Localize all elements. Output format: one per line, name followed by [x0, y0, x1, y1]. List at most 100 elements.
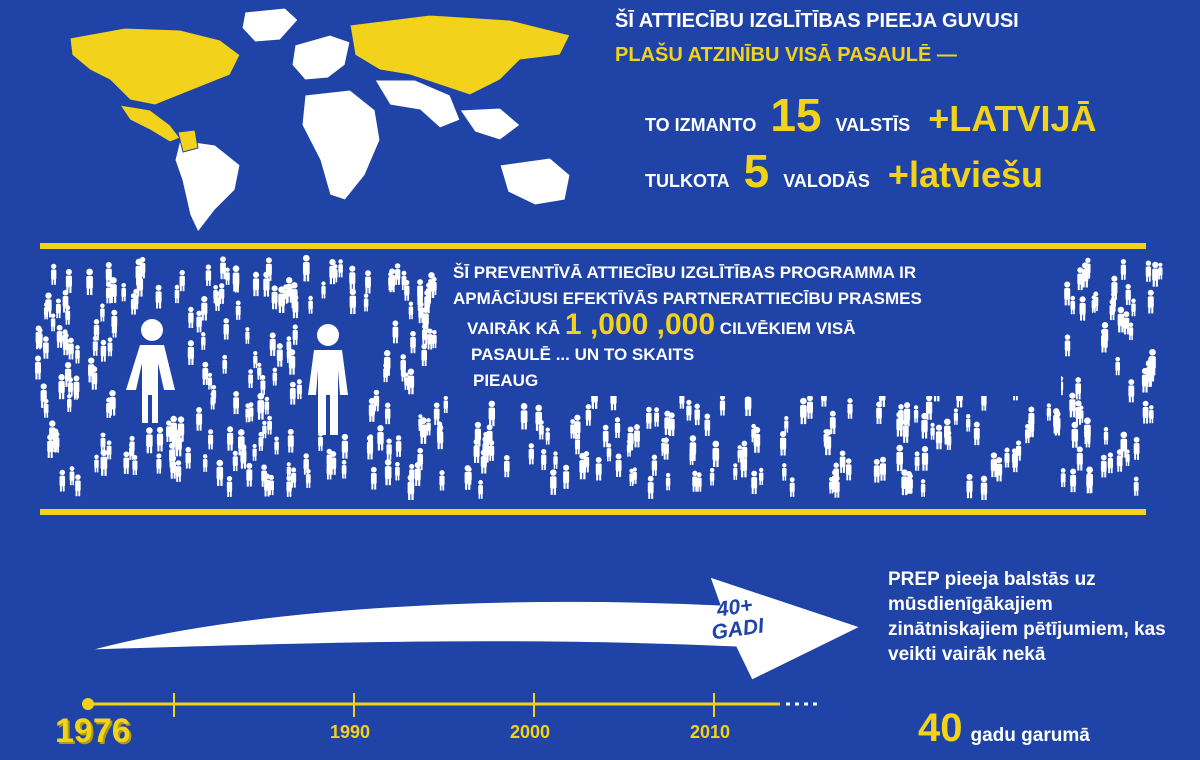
small-person-icon — [201, 295, 208, 321]
small-person-icon — [1076, 446, 1083, 471]
people-pre: VAIRĀK KĀ — [467, 319, 561, 338]
small-person-icon — [296, 379, 302, 400]
small-person-icon — [1064, 334, 1071, 357]
stat-languages-number: 5 — [743, 145, 770, 197]
small-person-icon — [401, 363, 406, 382]
small-person-icon — [414, 462, 421, 486]
small-person-icon — [121, 282, 127, 302]
small-person-icon — [100, 432, 106, 452]
small-person-icon — [935, 424, 943, 450]
small-person-icon — [409, 463, 415, 485]
small-person-icon — [921, 445, 929, 471]
small-person-icon — [1152, 261, 1159, 287]
small-person-icon — [1116, 449, 1123, 472]
prep-description: PREP pieeja balstās uz mūsdienīgākajiem … — [888, 569, 1166, 665]
small-person-icon — [308, 295, 313, 314]
people-post: CILVĒKIEM VISĀ — [719, 319, 856, 338]
small-person-icon — [503, 454, 510, 478]
small-person-icon — [920, 479, 926, 497]
small-person-icon — [174, 284, 180, 304]
crowd-illustration — [34, 255, 1163, 500]
small-person-icon — [1117, 306, 1125, 333]
small-person-icon — [223, 318, 229, 340]
small-person-icon — [614, 417, 621, 438]
small-person-icon — [253, 350, 258, 369]
small-person-icon — [1125, 283, 1131, 305]
small-person-icon — [421, 323, 428, 346]
small-person-icon — [473, 438, 480, 463]
small-person-icon — [879, 456, 887, 481]
small-person-icon — [665, 472, 671, 491]
small-person-icon — [227, 426, 234, 451]
small-person-icon — [51, 263, 57, 285]
small-person-icon — [1079, 296, 1086, 321]
small-person-icon — [800, 397, 807, 425]
stat-languages-plus: +latviešu — [887, 154, 1044, 195]
small-person-icon — [1128, 379, 1135, 403]
small-person-icon — [829, 477, 834, 494]
small-person-icon — [341, 460, 347, 479]
small-person-icon — [386, 438, 392, 460]
small-person-icon — [1133, 436, 1140, 460]
small-person-icon — [100, 449, 108, 476]
arrow-label: 40+ GADI — [707, 594, 765, 645]
small-person-icon — [68, 337, 74, 360]
small-person-icon — [1107, 452, 1114, 474]
small-person-icon — [876, 401, 882, 425]
small-person-icon — [272, 367, 278, 386]
small-person-icon — [1071, 421, 1079, 448]
world-map — [69, 7, 571, 233]
male-figure-icon — [308, 324, 348, 435]
small-person-icon — [1100, 454, 1107, 478]
small-person-icon — [136, 271, 144, 297]
people-text: ŠĪ PREVENTĪVĀ ATTIECĪBU IZGLĪTĪBAS PROGR… — [445, 258, 1061, 396]
small-person-icon — [1147, 289, 1154, 314]
small-person-icon — [427, 328, 433, 350]
small-person-icon — [302, 255, 310, 282]
headline-line-2: PLAŠU ATZINĪBU VISĀ PASAULĒ — — [615, 44, 957, 66]
small-person-icon — [664, 410, 671, 435]
small-person-icon — [349, 265, 356, 290]
small-person-icon — [925, 394, 933, 420]
small-person-icon — [980, 475, 988, 500]
small-person-icon — [1075, 377, 1082, 400]
small-person-icon — [67, 394, 72, 413]
small-person-icon — [233, 391, 240, 415]
small-person-icon — [156, 426, 164, 452]
small-person-icon — [759, 467, 764, 486]
small-person-icon — [829, 410, 836, 435]
small-person-icon — [789, 477, 795, 497]
small-person-icon — [341, 433, 349, 459]
stat-countries-number: 15 — [770, 89, 822, 141]
small-person-icon — [305, 468, 311, 488]
small-person-icon — [541, 448, 547, 470]
timeline-arrow — [89, 576, 862, 681]
small-person-icon — [839, 450, 846, 473]
headline-line-1: ŠĪ ATTIECĪBU IZGLĪTĪBAS PIEEJA GUVUSI — [615, 10, 1019, 32]
small-person-icon — [520, 403, 528, 430]
small-person-icon — [1077, 267, 1084, 291]
small-person-icon — [91, 366, 98, 390]
small-person-icon — [780, 430, 787, 456]
small-person-icon — [1125, 449, 1130, 466]
small-person-icon — [43, 336, 49, 359]
small-person-icon — [326, 458, 332, 480]
stat-languages-prefix: TULKOTA — [645, 171, 730, 191]
small-person-icon — [92, 335, 98, 356]
small-person-icon — [132, 454, 138, 475]
small-person-icon — [737, 445, 742, 463]
small-person-icon — [232, 450, 238, 472]
small-person-icon — [146, 427, 153, 454]
small-person-icon — [1086, 472, 1092, 494]
small-person-icon — [289, 381, 296, 405]
small-person-icon — [692, 470, 698, 492]
small-person-icon — [1141, 367, 1149, 393]
small-person-icon — [1103, 427, 1109, 445]
small-person-icon — [216, 459, 224, 486]
small-person-icon — [196, 406, 203, 431]
small-person-icon — [263, 271, 270, 297]
small-person-icon — [373, 389, 380, 412]
small-person-icon — [946, 430, 952, 450]
prep-years-number: 40 — [918, 706, 963, 750]
small-person-icon — [404, 279, 410, 301]
